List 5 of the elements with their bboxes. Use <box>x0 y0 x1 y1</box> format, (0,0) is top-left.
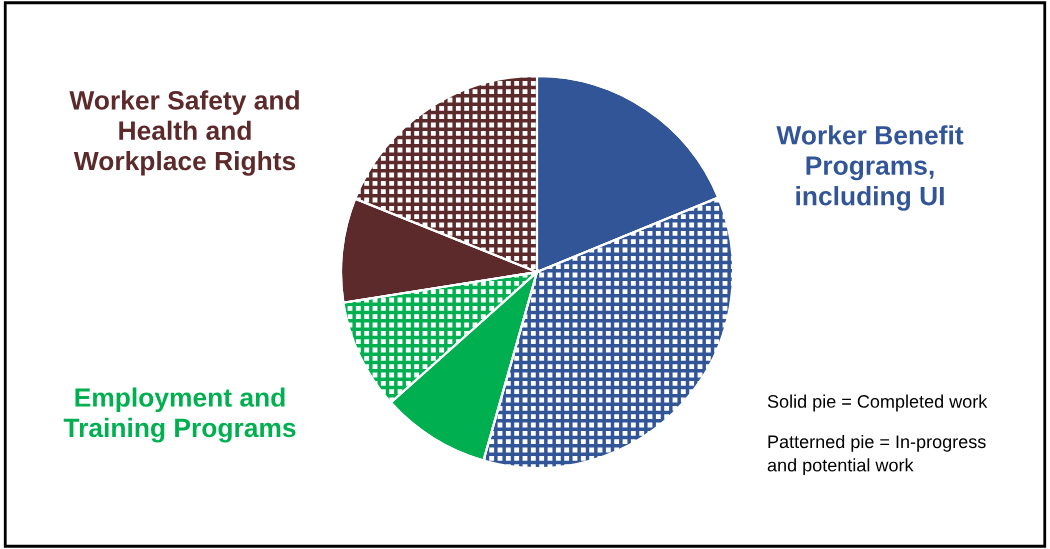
text: Employment and Training Programs <box>63 387 296 443</box>
text: Worker Benefit Programs, including UI <box>776 125 964 211</box>
text: Patterned pie = In-progress and potential work <box>767 434 986 476</box>
text: Worker Safety and Health and Workplace Rights <box>69 90 299 176</box>
text: Solid pie = Completed work <box>767 394 988 412</box>
